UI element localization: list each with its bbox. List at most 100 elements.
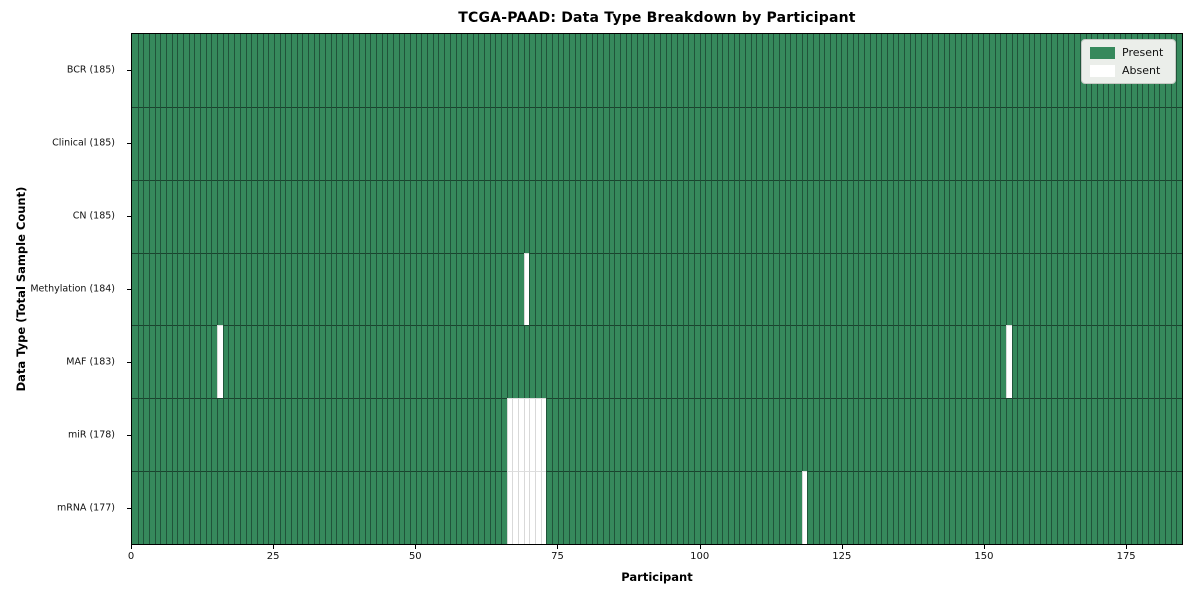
heatmap-cell: [557, 106, 564, 180]
heatmap-cell: [245, 471, 252, 545]
heatmap-cell: [324, 325, 331, 399]
heatmap-cell: [818, 106, 825, 180]
heatmap-cell: [160, 325, 167, 399]
heatmap-cell: [875, 179, 882, 253]
heatmap-cell: [149, 471, 155, 545]
heatmap-cell: [654, 471, 660, 545]
heatmap-cell: [404, 398, 411, 472]
heatmap-cell: [693, 325, 700, 399]
heatmap-cell: [455, 398, 462, 472]
heatmap-cell: [455, 106, 462, 180]
heatmap-cell: [1125, 325, 1131, 399]
heatmap-cell: [1006, 106, 1012, 180]
heatmap-cell: [597, 34, 604, 107]
heatmap-cell: [852, 252, 859, 326]
heatmap-cell: [1164, 471, 1171, 545]
heatmap-cell: [432, 106, 439, 180]
heatmap-cell: [398, 106, 405, 180]
heatmap-cell: [932, 325, 938, 399]
heatmap-cell: [972, 325, 978, 399]
heatmap-cell: [1164, 179, 1171, 253]
heatmap-cell: [813, 252, 819, 326]
heatmap-cell: [1062, 471, 1069, 545]
heatmap-cell: [574, 325, 581, 399]
heatmap-cell: [682, 398, 689, 472]
heatmap-cell: [637, 325, 643, 399]
y-tick-mark: [127, 289, 131, 290]
heatmap-cell: [603, 179, 609, 253]
heatmap-cell: [1091, 398, 1097, 472]
heatmap-cell: [132, 34, 138, 107]
heatmap-cell: [296, 471, 303, 545]
heatmap-cell: [722, 398, 728, 472]
heatmap-cell: [597, 252, 604, 326]
heatmap-cell: [977, 471, 984, 545]
heatmap-cell: [205, 34, 212, 107]
heatmap-cell: [784, 325, 791, 399]
heatmap-cell: [540, 398, 547, 472]
heatmap-cell: [642, 179, 649, 253]
heatmap-cell: [466, 471, 473, 545]
heatmap-cell: [211, 34, 218, 107]
heatmap-cell: [972, 471, 978, 545]
heatmap-cell: [943, 252, 950, 326]
heatmap-cell: [313, 471, 320, 545]
heatmap-cell: [234, 325, 240, 399]
heatmap-cell: [654, 398, 660, 472]
heatmap-cell: [217, 471, 223, 545]
heatmap-cell: [1040, 34, 1046, 107]
heatmap-cell: [472, 252, 479, 326]
heatmap-cell: [512, 471, 518, 545]
heatmap-cell: [881, 252, 887, 326]
heatmap-cell: [1096, 471, 1103, 545]
heatmap-cell: [449, 34, 456, 107]
heatmap-cell: [381, 398, 388, 472]
heatmap-cell: [631, 179, 638, 253]
heatmap-cell: [154, 179, 161, 253]
heatmap-cell: [960, 252, 967, 326]
heatmap-cell: [898, 106, 904, 180]
heatmap-cell: [268, 179, 274, 253]
plot-area: [131, 33, 1183, 545]
heatmap-cell: [262, 179, 269, 253]
heatmap-cell: [733, 252, 740, 326]
heatmap-cell: [132, 252, 138, 326]
heatmap-cell: [881, 106, 887, 180]
heatmap-cell: [387, 252, 394, 326]
heatmap-cell: [228, 325, 235, 399]
heatmap-cell: [313, 398, 320, 472]
heatmap-cell: [336, 34, 342, 107]
heatmap-cell: [1136, 179, 1143, 253]
heatmap-cell: [920, 252, 927, 326]
heatmap-cell: [495, 179, 501, 253]
heatmap-cell: [132, 398, 138, 472]
heatmap-cell: [183, 34, 189, 107]
heatmap-cell: [620, 179, 626, 253]
heatmap-cell: [324, 252, 331, 326]
heatmap-cell: [1147, 398, 1154, 472]
heatmap-cell: [1023, 179, 1029, 253]
heatmap-cell: [517, 471, 524, 545]
heatmap-cell: [160, 252, 167, 326]
heatmap-cell: [285, 252, 291, 326]
heatmap-row-mrna: [132, 471, 1182, 545]
heatmap-cell: [1079, 325, 1086, 399]
heatmap-cell: [779, 398, 785, 472]
heatmap-cell: [449, 252, 456, 326]
heatmap-cell: [529, 325, 535, 399]
heatmap-cell: [937, 471, 944, 545]
heatmap-cell: [137, 179, 144, 253]
heatmap-cell: [864, 398, 870, 472]
heatmap-cell: [676, 179, 683, 253]
x-tick-label: 50: [408, 551, 422, 562]
heatmap-cell: [756, 398, 762, 472]
heatmap-cell: [273, 252, 280, 326]
heatmap-cell: [631, 398, 638, 472]
heatmap-cell: [898, 179, 904, 253]
heatmap-cell: [381, 471, 388, 545]
heatmap-cell: [1068, 398, 1075, 472]
heatmap-cell: [188, 398, 195, 472]
heatmap-cell: [506, 179, 513, 253]
heatmap-cell: [920, 34, 927, 107]
heatmap-cell: [625, 471, 632, 545]
